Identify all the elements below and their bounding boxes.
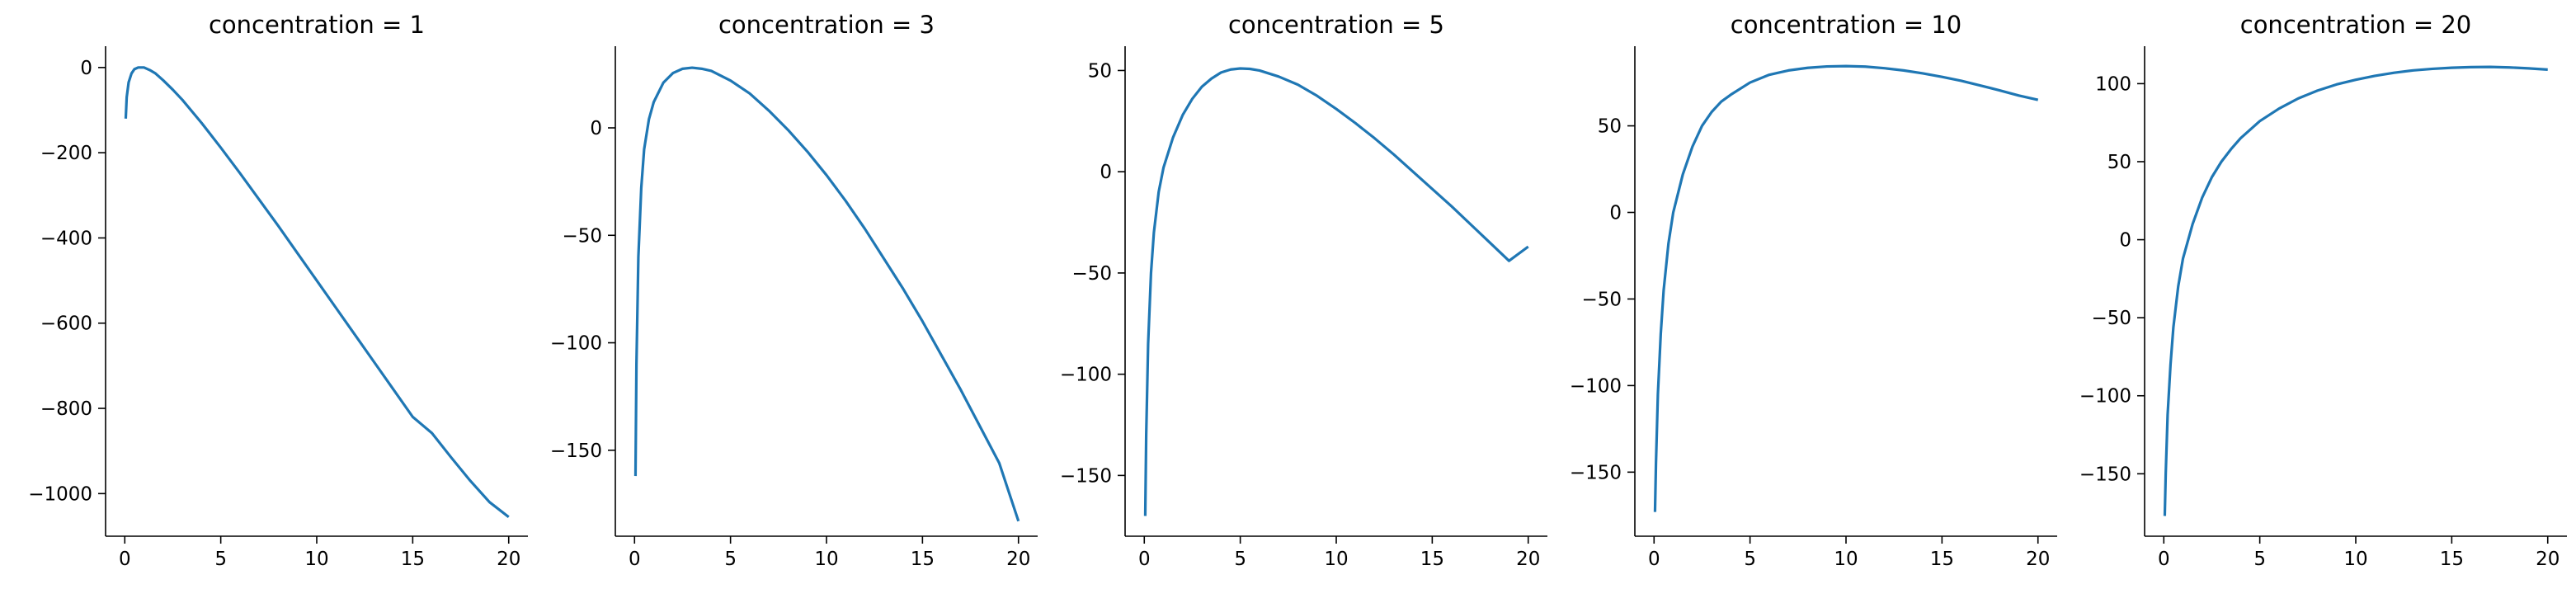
y-tick-label: −100	[1060, 365, 1112, 386]
y-tick-label: 0	[1609, 202, 1622, 224]
y-tick-label: −200	[40, 143, 92, 164]
plot-area: 0 5 10 15 20 0 −200 −400 −600 −800 −1000	[28, 46, 528, 570]
x-tick-label: 10	[1834, 549, 1858, 570]
x-tick-label: 20	[2536, 549, 2560, 570]
x-tick-label: 0	[1138, 549, 1151, 570]
x-tick-label: 15	[2440, 549, 2464, 570]
x-tick-label: 15	[401, 549, 425, 570]
y-tick-label: −100	[1570, 375, 1622, 397]
y-tick-label: 50	[1598, 116, 1622, 138]
y-tick-label: 50	[1088, 60, 1112, 82]
subplot-title: concentration = 20	[2240, 11, 2471, 39]
x-tick-label: 20	[1516, 549, 1540, 570]
x-tick-label: 0	[119, 549, 131, 570]
x-tick-label: 0	[2158, 549, 2170, 570]
subplot-title: concentration = 5	[1228, 11, 1444, 39]
series-line	[2163, 65, 2548, 516]
y-tick-label: −400	[40, 228, 92, 249]
y-tick-label: 50	[2107, 152, 2131, 173]
y-tick-label: −50	[1071, 263, 1112, 285]
x-tick-label: 10	[814, 549, 838, 570]
x-tick-label: 15	[911, 549, 935, 570]
x-tick-label: 0	[629, 549, 641, 570]
y-tick-label: −600	[40, 313, 92, 335]
subplot-4: concentration = 10 0 5 10 15 20 50 0 −50 −100 −15…	[1570, 11, 2057, 570]
y-tick-label: −800	[40, 398, 92, 420]
y-tick-label: −1000	[28, 483, 92, 505]
subplot-2: concentration = 3 0 5 10 15 20 0 −50 −100 −150	[550, 11, 1038, 570]
subplot-title: concentration = 3	[718, 11, 935, 39]
y-tick-label: 0	[2119, 230, 2131, 252]
series-line	[124, 66, 510, 519]
y-tick-label: −150	[2079, 464, 2131, 485]
plot-area: 0 5 10 15 20 50 0 −50 −100 −150	[1060, 46, 1547, 570]
series-line	[1653, 64, 2039, 512]
x-tick-label: 10	[2343, 549, 2367, 570]
y-tick-label: −50	[1581, 289, 1622, 310]
subplot-5: concentration = 20 0 5 10 15 20 100 50 0 −50 −100…	[2079, 11, 2567, 570]
y-tick-label: −150	[550, 441, 602, 462]
series-line	[1143, 67, 1529, 516]
y-tick-label: −150	[1060, 465, 1112, 487]
subplot-3: concentration = 5 0 5 10 15 20 50 0 −50 −100 −150	[1060, 11, 1547, 570]
y-tick-label: 0	[80, 58, 92, 79]
y-tick-label: −50	[2091, 308, 2131, 329]
x-tick-label: 10	[1324, 549, 1348, 570]
x-tick-label: 15	[1420, 549, 1444, 570]
x-tick-label: 15	[1930, 549, 1954, 570]
x-tick-label: 0	[1648, 549, 1660, 570]
subplot-title: concentration = 1	[209, 11, 425, 39]
plot-area: 0 5 10 15 20 100 50 0 −50 −100 −150	[2079, 46, 2567, 570]
plot-area: 0 5 10 15 20 50 0 −50 −100 −150	[1570, 46, 2057, 570]
x-tick-label: 5	[1234, 549, 1246, 570]
x-tick-label: 10	[304, 549, 328, 570]
x-tick-label: 5	[214, 549, 227, 570]
y-tick-label: 0	[590, 118, 602, 139]
y-tick-label: 0	[1100, 162, 1112, 183]
plot-area: 0 5 10 15 20 0 −50 −100 −150	[550, 46, 1038, 570]
y-tick-label: −100	[550, 333, 602, 355]
subplot-title: concentration = 10	[1731, 11, 1961, 39]
y-tick-label: −150	[1570, 462, 1622, 483]
series-line	[633, 66, 1020, 522]
subplot-1: concentration = 1 0 5 10 15 20 0 −200 −400 −600 −…	[28, 11, 528, 570]
x-tick-label: 5	[2253, 549, 2266, 570]
y-tick-label: −100	[2079, 386, 2131, 408]
x-tick-label: 20	[497, 549, 520, 570]
x-tick-label: 20	[1006, 549, 1030, 570]
x-tick-label: 5	[1744, 549, 1756, 570]
y-tick-label: −50	[562, 225, 602, 247]
y-tick-label: 100	[2095, 73, 2131, 95]
x-tick-label: 20	[2026, 549, 2050, 570]
x-tick-label: 5	[724, 549, 737, 570]
